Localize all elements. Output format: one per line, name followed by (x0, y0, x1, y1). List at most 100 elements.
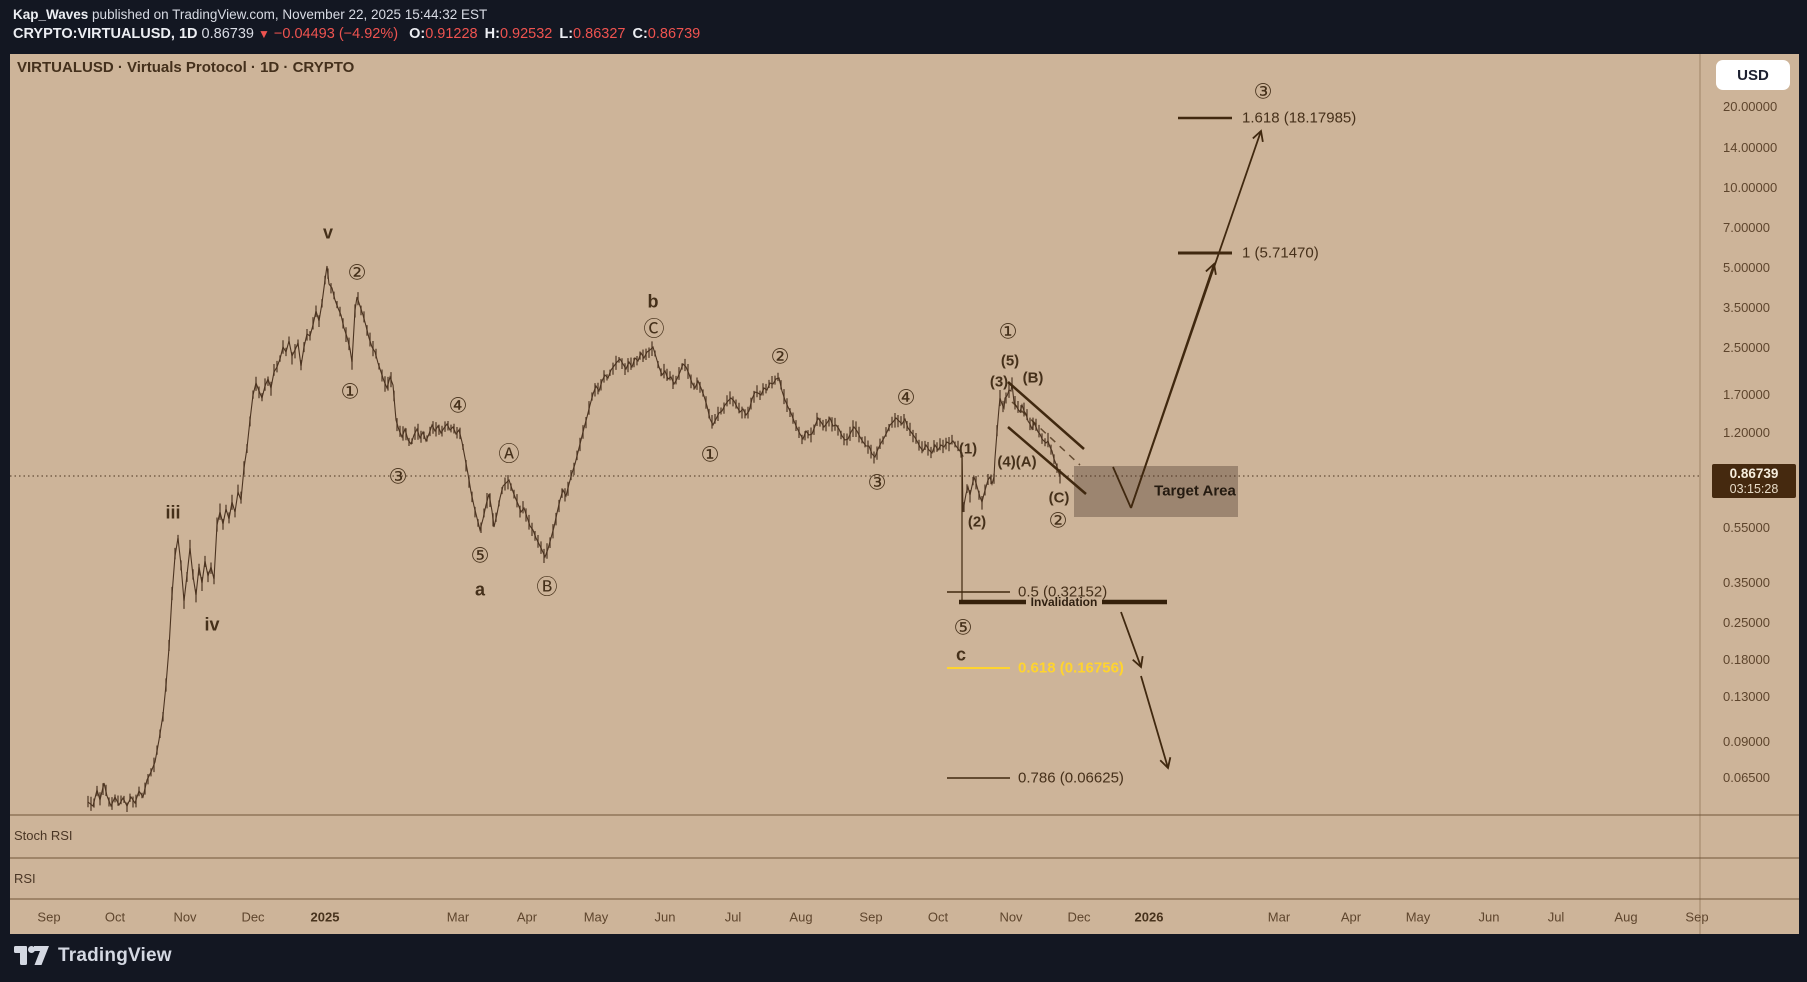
ohlc-key: L: (559, 26, 574, 42)
publish-info: Kap_Waves published on TradingView.com, … (13, 7, 487, 22)
price-tick-label: 1.70000 (1723, 387, 1770, 402)
time-tick-label: Jul (1547, 909, 1565, 925)
wave-label: b (647, 291, 659, 312)
time-tick-label: Dec (241, 909, 265, 925)
ohlc-key: O: (409, 26, 426, 42)
wave-label: v (322, 222, 334, 243)
wave-label: ② (347, 261, 367, 285)
wave-label: ④ (448, 394, 468, 418)
price-tick-label: 7.00000 (1723, 220, 1770, 235)
wave-label: Ⓑ (536, 576, 558, 599)
badge-price: 0.86739 (1729, 466, 1779, 482)
chart-panel (10, 54, 1799, 934)
tradingview-logo-text: TradingView (58, 945, 172, 966)
time-tick-label: Dec (1067, 909, 1091, 925)
ohlc-value: 0.86327 (573, 26, 626, 42)
time-tick-label: Oct (104, 909, 126, 925)
wave-label: ② (770, 345, 790, 369)
wave-label: (B) (1022, 369, 1044, 387)
time-tick-label: Aug (1614, 909, 1638, 925)
time-tick-label: Mar (446, 909, 470, 925)
invalidation-label: Invalidation (1030, 595, 1098, 609)
price-tick-label: 10.00000 (1723, 180, 1778, 195)
price-tick-label: 20.00000 (1723, 99, 1778, 114)
ohlc-value: 0.91228 (425, 26, 478, 42)
wave-label: ⑤ (470, 544, 490, 568)
indicator-pane-label: Stoch RSI (14, 828, 73, 843)
ohlc-key: H: (484, 26, 500, 42)
ohlc-value: 0.92532 (499, 26, 553, 42)
ohlc-key: C: (632, 26, 648, 42)
price-tick-label: 14.00000 (1723, 140, 1778, 155)
wave-label: iii (165, 502, 181, 523)
fib-level-label: 1 (5.71470) (1242, 244, 1319, 262)
time-tick-label: Sep (1685, 909, 1709, 925)
fib-level-label: 0.786 (0.06625) (1018, 769, 1124, 787)
wave-label: ① (700, 443, 720, 467)
current-price-badge: 0.86739 03:15:28 (1712, 464, 1796, 498)
wave-label: (5) (1000, 352, 1020, 370)
price-tick-label: 0.55000 (1723, 520, 1770, 535)
price-tick-label: 0.09000 (1723, 734, 1770, 749)
indicator-pane-label: RSI (14, 871, 36, 886)
wave-label: (3) (989, 373, 1009, 391)
price-tick-label: 1.20000 (1723, 425, 1770, 440)
wave-label: ① (998, 320, 1018, 344)
target-area-label: Target Area (1154, 482, 1236, 500)
time-tick-label: 2026 (1134, 909, 1164, 925)
price-tick-label: 2.50000 (1723, 340, 1770, 355)
time-tick-label: Mar (1267, 909, 1291, 925)
time-tick-label: 2025 (310, 909, 340, 925)
symbol-name: CRYPTO:VIRTUALUSD, 1D (13, 26, 198, 42)
time-tick-label: Jun (1478, 909, 1500, 925)
price-tick-label: 0.18000 (1723, 652, 1770, 667)
time-tick-label: Apr (516, 909, 538, 925)
wave-label: (1) (958, 440, 978, 458)
time-tick-label: May (583, 909, 609, 925)
time-tick-label: Jun (654, 909, 676, 925)
chart-legend-title: VIRTUALUSD · Virtuals Protocol · 1D · CR… (17, 59, 355, 76)
wave-label: c (955, 644, 967, 665)
wave-label: (4)(A) (997, 453, 1037, 471)
price-tick-label: 5.00000 (1723, 260, 1770, 275)
wave-label: (C) (1048, 489, 1070, 507)
wave-label: iv (204, 614, 220, 635)
currency-toggle-button[interactable]: USD (1716, 60, 1790, 90)
time-tick-label: Nov (999, 909, 1023, 925)
time-tick-label: Sep (859, 909, 883, 925)
wave-label: ③ (1253, 80, 1273, 104)
wave-label: ⑤ (953, 616, 973, 640)
ohlc-value: 0.86739 (647, 26, 701, 42)
last-price: 0.86739 (201, 26, 254, 42)
price-tick-label: 0.06500 (1723, 770, 1770, 785)
time-tick-label: Oct (927, 909, 949, 925)
down-triangle-icon: ▼ (257, 27, 270, 41)
wave-label: (2) (967, 513, 987, 531)
price-tick-label: 0.25000 (1723, 615, 1770, 630)
wave-label: ① (340, 380, 360, 404)
price-tick-label: 0.13000 (1723, 689, 1770, 704)
fib-level-label: 1.618 (18.17985) (1242, 109, 1357, 127)
wave-label: a (474, 579, 486, 600)
ohlc-values: O:0.91228 H:0.92532 L:0.86327 C:0.86739 (402, 26, 700, 42)
wave-label: ③ (388, 465, 408, 489)
symbol-status-line: CRYPTO:VIRTUALUSD, 1D 0.86739 ▼ −0.04493… (13, 26, 700, 42)
author-name: Kap_Waves (13, 7, 89, 22)
fib-level-label: 0.618 (0.16756) (1018, 659, 1124, 677)
time-tick-label: Aug (789, 909, 813, 925)
time-tick-label: Jul (724, 909, 742, 925)
wave-label: ② (1048, 509, 1068, 533)
publish-text: published on TradingView.com, November 2… (88, 7, 488, 22)
tradingview-logo-icon (14, 946, 49, 965)
wave-label: ③ (867, 471, 887, 495)
time-tick-label: May (1405, 909, 1431, 925)
time-tick-label: Nov (173, 909, 197, 925)
wave-label: Ⓐ (498, 443, 520, 466)
fib-level-label: 0.5 (0.32152) (1018, 583, 1108, 601)
badge-countdown: 03:15:28 (1729, 481, 1779, 496)
price-change: −0.04493 (−4.92%) (273, 26, 399, 42)
time-tick-label: Apr (1340, 909, 1362, 925)
wave-label: ④ (896, 386, 916, 410)
tradingview-brand: TradingView (14, 944, 172, 968)
